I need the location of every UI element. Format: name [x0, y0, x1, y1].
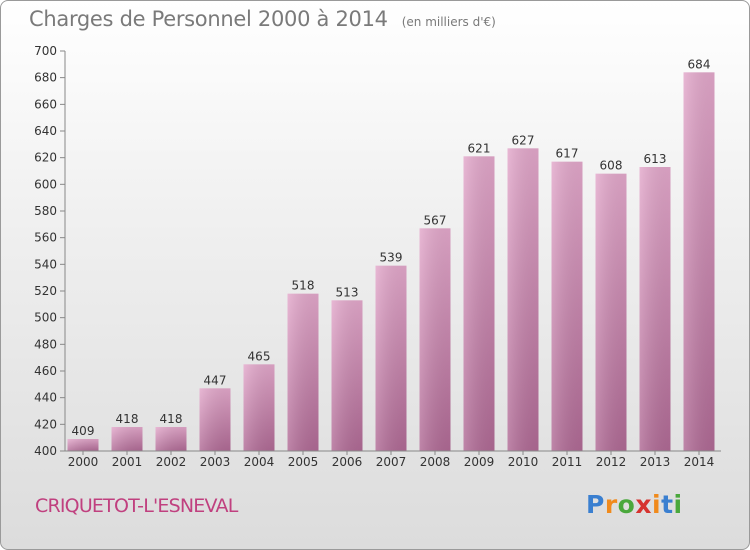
bar-shading-2013: [639, 167, 671, 451]
value-label-2002: 418: [160, 412, 183, 426]
value-label-2010: 627: [512, 133, 535, 147]
logo-letter: r: [604, 490, 618, 519]
value-label-2000: 409: [72, 424, 95, 438]
chart-subtitle: (en milliers d'€): [401, 15, 496, 29]
logo-letter: o: [617, 490, 636, 519]
y-tick-label: 700: [34, 44, 57, 58]
bar-shading-2005: [287, 293, 319, 451]
y-tick-label: 640: [34, 124, 57, 138]
x-tick-label-2001: 2001: [112, 455, 143, 469]
x-tick-label-2011: 2011: [552, 455, 583, 469]
x-tick-label-2000: 2000: [68, 455, 99, 469]
x-axis: 2000 2001 2002 2003 2004 2005 2006 2007 2008 2009…: [65, 450, 721, 469]
logo-letter: t: [661, 490, 674, 519]
value-label-2005: 518: [292, 279, 315, 293]
bar-shading-2011: [551, 161, 583, 451]
proxiti-logo: Proxiti: [586, 490, 683, 519]
value-label-2009: 621: [468, 141, 491, 155]
y-tick-label: 400: [34, 444, 57, 458]
value-label-2003: 447: [204, 373, 227, 387]
bar-shading-2010: [507, 148, 539, 452]
value-label-2011: 617: [556, 147, 579, 161]
y-tick-label: 580: [34, 204, 57, 218]
bar-shading-2003: [199, 388, 231, 451]
logo-letter: i: [673, 490, 683, 519]
y-tick-label: 480: [34, 337, 57, 351]
bar-shading-2014: [683, 72, 715, 451]
value-label-2013: 613: [644, 152, 667, 166]
y-axis: 400 420 440 460 480 500 520 540 560 580 600 620 640 6…: [34, 44, 66, 458]
x-tick-label-2012: 2012: [596, 455, 627, 469]
bar-shading-2007: [375, 265, 407, 451]
logo-letter: i: [652, 490, 662, 519]
x-tick-label-2008: 2008: [420, 455, 451, 469]
bar-shading-2002: [155, 427, 187, 451]
y-tick-label: 660: [34, 97, 57, 111]
bar-shading-2008: [419, 228, 451, 451]
x-tick-label-2013: 2013: [640, 455, 671, 469]
bar-shading-2006: [331, 300, 363, 451]
y-tick-label: 520: [34, 284, 57, 298]
y-tick-label: 600: [34, 177, 57, 191]
x-tick-label-2003: 2003: [200, 455, 231, 469]
logo-letter: P: [586, 490, 605, 519]
y-tick-label: 460: [34, 364, 57, 378]
value-label-2006: 513: [336, 285, 359, 299]
bar-shading-2001: [111, 427, 143, 451]
x-tick-label-2009: 2009: [464, 455, 495, 469]
x-tick-label-2014: 2014: [684, 455, 715, 469]
y-tick-label: 620: [34, 151, 57, 165]
x-tick-label-2004: 2004: [244, 455, 275, 469]
value-label-2001: 418: [116, 412, 139, 426]
y-tick-label: 420: [34, 417, 57, 431]
y-tick-label: 680: [34, 71, 57, 85]
y-tick-label: 440: [34, 391, 57, 405]
value-label-2004: 465: [248, 349, 271, 363]
y-tick-label: 540: [34, 257, 57, 271]
y-tick-label: 500: [34, 311, 57, 325]
bars: 409 418 418 447 465 518 513 539 567 621 627 617 608 6…: [67, 57, 715, 452]
x-tick-label-2010: 2010: [508, 455, 539, 469]
x-tick-label-2007: 2007: [376, 455, 407, 469]
x-tick-label-2005: 2005: [288, 455, 319, 469]
value-label-2012: 608: [600, 159, 623, 173]
bar-shading-2000: [67, 439, 99, 451]
bar-shading-2009: [463, 156, 495, 452]
x-tick-label-2006: 2006: [332, 455, 363, 469]
value-label-2008: 567: [424, 213, 447, 227]
value-label-2014: 684: [688, 57, 711, 71]
bar-shading-2004: [243, 364, 275, 451]
chart-title-text: Charges de Personnel 2000 à 2014: [29, 7, 388, 31]
y-tick-label: 560: [34, 231, 57, 245]
bar-shading-2012: [595, 173, 627, 451]
value-label-2007: 539: [380, 251, 403, 265]
logo-letter: x: [635, 490, 652, 519]
chart-title: Charges de Personnel 2000 à 2014 (en mill…: [29, 7, 496, 31]
x-tick-label-2002: 2002: [156, 455, 187, 469]
town-name: CRIQUETOT-L'ESNEVAL: [35, 495, 238, 517]
